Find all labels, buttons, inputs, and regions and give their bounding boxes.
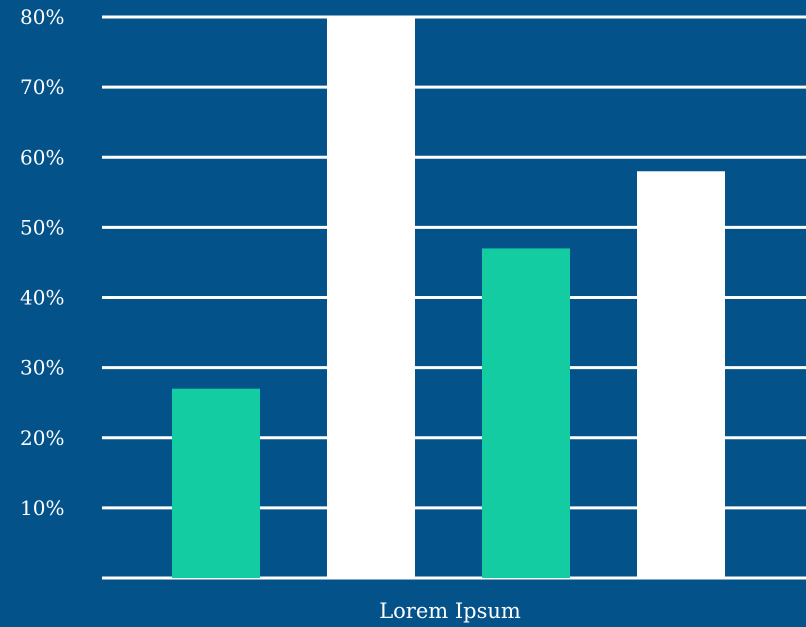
bar-4 <box>637 171 725 578</box>
bar-1 <box>172 388 260 578</box>
y-tick-label: 80% <box>20 5 64 29</box>
y-tick-label: 30% <box>20 356 64 380</box>
bar-2 <box>327 17 415 578</box>
bar-3 <box>482 248 570 578</box>
y-tick-label: 40% <box>20 286 64 310</box>
y-axis-ticks: 10% 20% 30% 40% 50% 60% 70% 80% <box>20 5 64 520</box>
y-tick-label: 20% <box>20 426 64 450</box>
x-axis-label: Lorem Ipsum <box>379 599 521 623</box>
y-tick-label: 50% <box>20 215 64 239</box>
y-tick-label: 10% <box>20 496 64 520</box>
y-tick-label: 70% <box>20 75 64 99</box>
bars <box>172 17 725 578</box>
y-tick-label: 60% <box>20 145 64 169</box>
